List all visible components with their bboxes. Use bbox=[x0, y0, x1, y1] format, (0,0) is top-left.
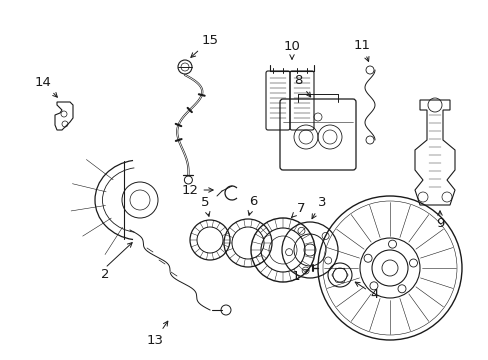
Text: 4: 4 bbox=[354, 282, 378, 302]
Text: 11: 11 bbox=[353, 39, 370, 62]
Text: 5: 5 bbox=[201, 195, 209, 216]
Text: 9: 9 bbox=[435, 216, 443, 230]
Text: 15: 15 bbox=[190, 33, 218, 57]
Text: 13: 13 bbox=[146, 321, 167, 346]
Text: 7: 7 bbox=[291, 202, 305, 217]
Text: 10: 10 bbox=[283, 40, 300, 59]
Text: 14: 14 bbox=[35, 76, 57, 97]
Text: 8: 8 bbox=[293, 73, 310, 97]
Text: 2: 2 bbox=[101, 269, 109, 282]
Text: 12: 12 bbox=[181, 184, 213, 197]
Text: 6: 6 bbox=[247, 194, 257, 215]
Text: 3: 3 bbox=[311, 195, 325, 219]
Text: 1: 1 bbox=[291, 270, 308, 283]
